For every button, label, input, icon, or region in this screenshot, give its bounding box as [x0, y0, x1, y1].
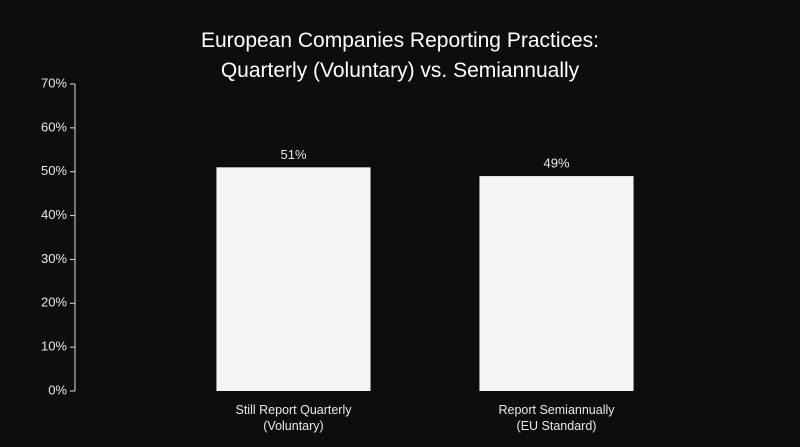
value-label: 49% [543, 156, 569, 171]
x-tick-label: Still Report Quarterly (Voluntary) [235, 403, 352, 433]
value-label: 51% [280, 147, 306, 162]
y-tick-label: 50% [41, 163, 67, 178]
y-tick-label: 70% [41, 75, 67, 90]
y-tick-label: 60% [41, 119, 67, 134]
x-tick-label: Report Semiannually (EU Standard) [498, 403, 615, 433]
y-tick-label: 10% [41, 339, 67, 354]
bar [216, 167, 371, 391]
y-tick-label: 40% [41, 207, 67, 222]
y-tick-label: 20% [41, 295, 67, 310]
bar [479, 176, 634, 391]
chart-title: European Companies Reporting Practices: … [200, 29, 600, 82]
y-tick-label: 0% [48, 382, 67, 397]
y-tick-label: 30% [41, 251, 67, 266]
